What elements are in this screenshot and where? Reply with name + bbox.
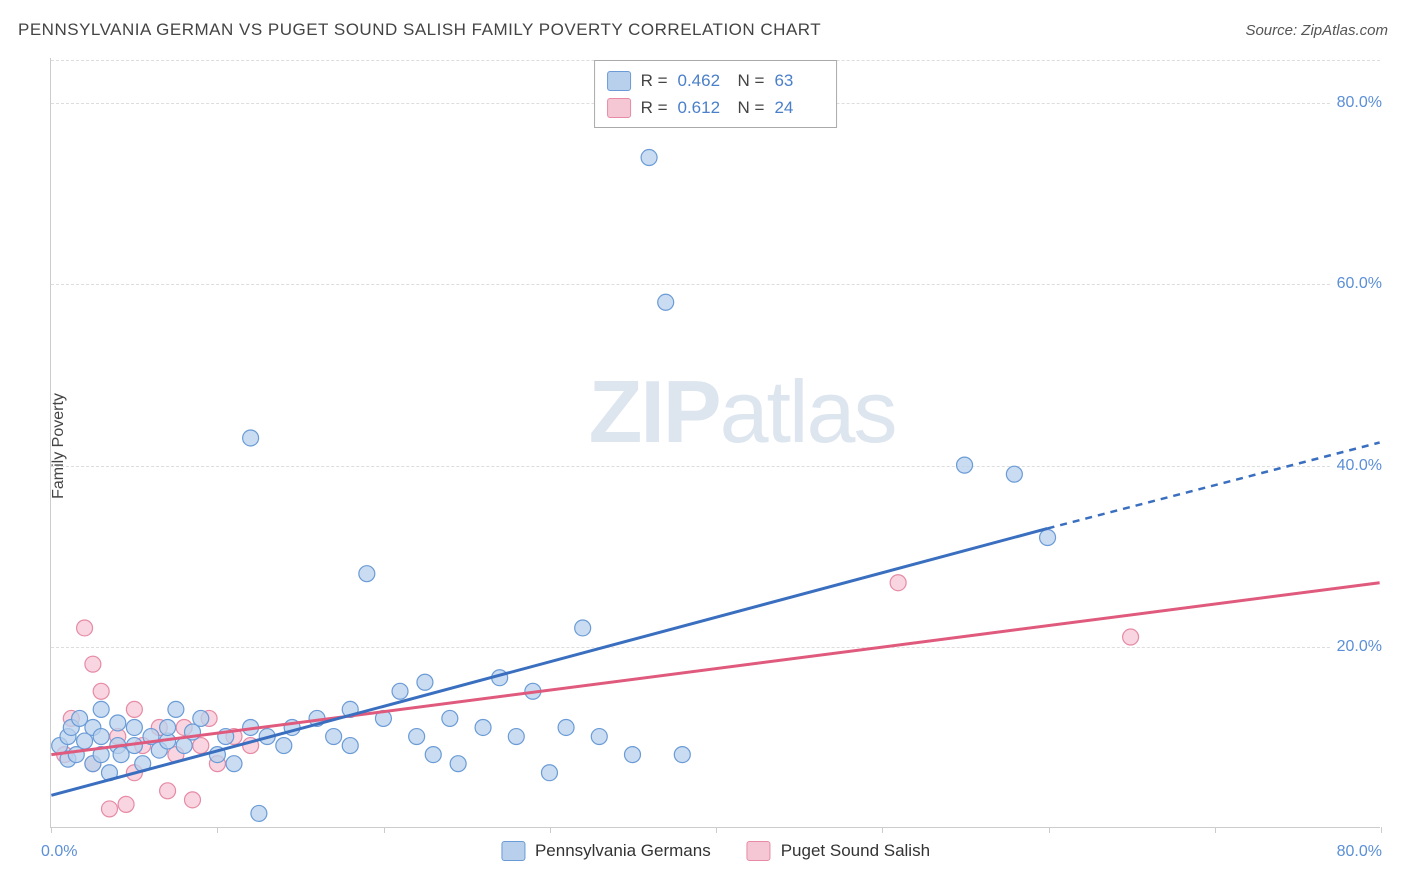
legend-row-series-0: R = 0.462 N = 63 — [607, 67, 825, 94]
scatter-point — [251, 805, 267, 821]
scatter-point — [168, 701, 184, 717]
scatter-point — [425, 747, 441, 763]
scatter-point — [409, 729, 425, 745]
scatter-point — [110, 715, 126, 731]
scatter-point — [160, 719, 176, 735]
scatter-point — [126, 701, 142, 717]
scatter-point — [243, 430, 259, 446]
n-label: N = — [738, 94, 765, 121]
stats-legend: R = 0.462 N = 63 R = 0.612 N = 24 — [594, 60, 838, 128]
bottom-legend-label-1: Puget Sound Salish — [781, 841, 930, 861]
scatter-point — [101, 801, 117, 817]
scatter-point — [342, 738, 358, 754]
scatter-point — [226, 756, 242, 772]
r-label: R = — [641, 67, 668, 94]
n-label: N = — [738, 67, 765, 94]
bottom-swatch-0 — [501, 841, 525, 861]
trendline-penn-extrapolated — [1048, 443, 1380, 529]
scatter-point — [475, 719, 491, 735]
scatter-point — [417, 674, 433, 690]
scatter-point — [575, 620, 591, 636]
scatter-point — [641, 150, 657, 166]
scatter-point — [93, 701, 109, 717]
scatter-point — [450, 756, 466, 772]
scatter-point — [93, 729, 109, 745]
scatter-point — [93, 683, 109, 699]
bottom-swatch-1 — [747, 841, 771, 861]
scatter-point — [558, 719, 574, 735]
scatter-point — [326, 729, 342, 745]
scatter-point — [442, 710, 458, 726]
n-value-0: 63 — [774, 67, 824, 94]
r-label: R = — [641, 94, 668, 121]
x-tick — [51, 827, 52, 833]
bottom-legend-item-1: Puget Sound Salish — [747, 841, 930, 861]
scatter-point — [890, 575, 906, 591]
scatter-point — [541, 765, 557, 781]
scatter-point — [658, 294, 674, 310]
scatter-point — [1123, 629, 1139, 645]
chart-svg — [51, 58, 1380, 827]
scatter-point — [193, 710, 209, 726]
scatter-point — [591, 729, 607, 745]
scatter-point — [508, 729, 524, 745]
trendline-penn — [51, 528, 1047, 795]
bottom-legend: Pennsylvania Germans Puget Sound Salish — [501, 841, 930, 861]
bottom-legend-label-0: Pennsylvania Germans — [535, 841, 711, 861]
x-tick — [882, 827, 883, 833]
scatter-point — [624, 747, 640, 763]
trendline-puget — [51, 583, 1379, 755]
scatter-point — [185, 792, 201, 808]
legend-row-series-1: R = 0.612 N = 24 — [607, 94, 825, 121]
legend-swatch-0 — [607, 71, 631, 91]
x-tick — [1049, 827, 1050, 833]
x-axis-max-label: 80.0% — [1337, 843, 1382, 861]
scatter-point — [1006, 466, 1022, 482]
x-tick — [384, 827, 385, 833]
scatter-point — [77, 620, 93, 636]
scatter-point — [85, 656, 101, 672]
x-tick — [1215, 827, 1216, 833]
scatter-point — [160, 783, 176, 799]
legend-swatch-1 — [607, 98, 631, 118]
scatter-point — [276, 738, 292, 754]
scatter-point — [126, 719, 142, 735]
x-tick — [550, 827, 551, 833]
chart-title: PENNSYLVANIA GERMAN VS PUGET SOUND SALIS… — [18, 20, 821, 40]
scatter-point — [359, 566, 375, 582]
r-value-0: 0.462 — [678, 67, 728, 94]
plot-area: ZIPatlas R = 0.462 N = 63 R = 0.612 N = … — [50, 58, 1380, 828]
scatter-point — [392, 683, 408, 699]
scatter-point — [957, 457, 973, 473]
scatter-point — [674, 747, 690, 763]
n-value-1: 24 — [774, 94, 824, 121]
scatter-point — [1040, 530, 1056, 546]
x-tick — [1381, 827, 1382, 833]
source-attribution: Source: ZipAtlas.com — [1245, 22, 1388, 39]
bottom-legend-item-0: Pennsylvania Germans — [501, 841, 711, 861]
x-tick — [716, 827, 717, 833]
x-tick — [217, 827, 218, 833]
scatter-point — [118, 796, 134, 812]
x-axis-min-label: 0.0% — [41, 843, 77, 861]
r-value-1: 0.612 — [678, 94, 728, 121]
